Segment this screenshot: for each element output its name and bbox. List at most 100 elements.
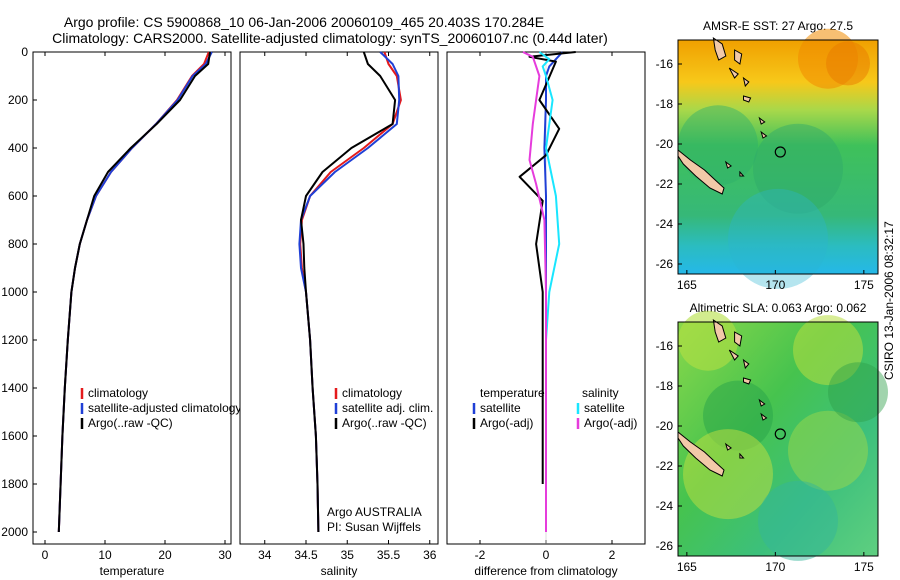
map-title: Altimetric SLA: 0.063 Argo: 0.062 xyxy=(690,301,867,315)
x-tick-label: 35 xyxy=(341,548,355,562)
lat-tick-label: -16 xyxy=(656,57,674,71)
lon-tick-label: 165 xyxy=(677,560,697,574)
lat-tick-label: -26 xyxy=(656,539,674,553)
lat-tick-label: -24 xyxy=(656,217,674,231)
argo-float-marker xyxy=(774,428,786,440)
lon-tick-label: 165 xyxy=(677,278,697,292)
legend-label: Argo(..raw -QC) xyxy=(88,416,173,430)
island xyxy=(677,430,725,477)
y-tick-label: 1400 xyxy=(1,381,28,395)
y-tick-label: 1600 xyxy=(1,429,28,443)
legend-label: climatology xyxy=(342,386,402,400)
legend-label: Argo(-adj) xyxy=(584,416,637,430)
lat-tick-label: -22 xyxy=(656,177,674,191)
lon-tick-label: 170 xyxy=(765,560,785,574)
profile-panel-2: 34 34.5 35 35.5 36 salinity climatologysatelli… xyxy=(239,51,439,578)
figure-title-line-1: Argo profile: CS 5900868_10 06-Jan-2006 … xyxy=(63,14,545,30)
sst-map: AMSR-E SST: 27 Argo: 27.5 165 170 175 -16 -18… xyxy=(656,19,879,292)
island xyxy=(728,67,739,79)
field-texture xyxy=(758,480,838,561)
y-tick-label: 600 xyxy=(8,189,28,203)
island xyxy=(742,76,750,88)
field-texture xyxy=(678,105,758,186)
profile-panel-3: -2 0 2 difference from climatology temperatu… xyxy=(446,51,646,578)
island xyxy=(724,160,733,169)
legend-label: satellite-adjusted climatology xyxy=(88,401,241,415)
island xyxy=(760,412,768,421)
legend-label: satellite adj. clim. xyxy=(342,401,433,415)
x-tick-label: 0 xyxy=(543,548,550,562)
x-tick-label: 20 xyxy=(158,548,172,562)
x-tick-label: 36 xyxy=(423,548,437,562)
footer-organization: Argo AUSTRALIA xyxy=(327,505,422,519)
field-texture xyxy=(683,429,773,520)
island xyxy=(743,377,752,385)
x-tick-label: 30 xyxy=(218,548,232,562)
series-line xyxy=(522,51,547,532)
field-texture xyxy=(678,310,738,371)
lon-tick-label: 170 xyxy=(765,278,785,292)
lon-tick-label: 175 xyxy=(854,560,874,574)
profile-panel-1: 0 10 20 30 0 200 400 600 800 1000 1200 1400 1600 1800… xyxy=(1,45,241,578)
x-tick-label: -2 xyxy=(475,548,486,562)
island xyxy=(734,331,743,347)
y-tick-label: 1200 xyxy=(1,333,28,347)
map-title: AMSR-E SST: 27 Argo: 27.5 xyxy=(703,19,853,33)
x-axis-label: temperature xyxy=(100,564,165,578)
island xyxy=(734,49,743,65)
sla-map: Altimetric SLA: 0.063 Argo: 0.062 165 170 1… xyxy=(656,301,888,574)
island xyxy=(712,36,727,61)
timestamp-stamp: CSIRO 13-Jan-2006 08:32:17 xyxy=(882,221,896,380)
lat-tick-label: -16 xyxy=(656,339,674,353)
y-tick-label: 1800 xyxy=(1,477,28,491)
field-texture xyxy=(728,188,828,289)
series-line xyxy=(518,51,576,484)
lat-tick-label: -18 xyxy=(656,379,674,393)
legend-label: Argo(-adj) xyxy=(480,416,533,430)
island xyxy=(739,170,745,177)
map-frame xyxy=(677,321,879,557)
y-tick-label: 200 xyxy=(8,93,28,107)
island xyxy=(677,148,725,195)
island xyxy=(724,442,733,451)
plot-frame xyxy=(239,51,439,545)
field-texture xyxy=(826,41,870,86)
island xyxy=(760,130,768,139)
series-line xyxy=(57,51,211,533)
lat-tick-label: -26 xyxy=(656,257,674,271)
legend-label: satellite xyxy=(480,401,521,415)
x-tick-label: 10 xyxy=(98,548,112,562)
lat-tick-label: -22 xyxy=(656,459,674,473)
y-tick-label: 1000 xyxy=(1,285,28,299)
island xyxy=(712,318,727,343)
y-tick-label: 800 xyxy=(8,237,28,251)
x-axis-label: difference from climatology xyxy=(474,564,617,578)
figure-title-line-2: Climatology: CARS2000. Satellite-adjuste… xyxy=(52,30,608,46)
island xyxy=(742,358,750,370)
field-texture xyxy=(788,410,868,491)
field-texture xyxy=(753,123,843,214)
lat-tick-label: -20 xyxy=(656,419,674,433)
x-tick-label: 35.5 xyxy=(377,548,401,562)
x-tick-label: 2 xyxy=(609,548,616,562)
lon-tick-label: 175 xyxy=(854,278,874,292)
island xyxy=(758,398,766,407)
legend-label: Argo(..raw -QC) xyxy=(342,416,427,430)
island xyxy=(758,116,766,125)
field-texture xyxy=(828,362,888,423)
legend-header: salinity xyxy=(582,386,619,400)
x-tick-label: 0 xyxy=(42,548,49,562)
field-texture xyxy=(793,315,863,386)
lat-tick-label: -24 xyxy=(656,499,674,513)
plot-frame xyxy=(32,51,232,545)
x-tick-label: 34 xyxy=(258,548,272,562)
y-tick-label: 0 xyxy=(21,45,28,59)
x-tick-label: 34.5 xyxy=(294,548,318,562)
series-line xyxy=(300,51,397,533)
footer-pi: PI: Susan Wijffels xyxy=(327,520,421,534)
legend-header: temperature xyxy=(480,386,545,400)
island xyxy=(743,95,752,103)
y-tick-label: 400 xyxy=(8,141,28,155)
legend-label: climatology xyxy=(88,386,148,400)
